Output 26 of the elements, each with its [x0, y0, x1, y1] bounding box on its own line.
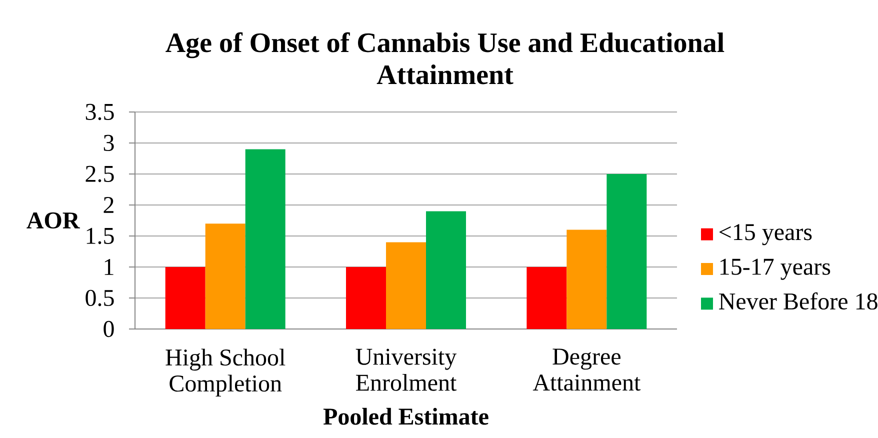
bar [205, 224, 246, 329]
y-axis-title: AOR [26, 212, 80, 229]
bar [526, 266, 567, 329]
bar [245, 149, 286, 329]
bar [386, 242, 426, 329]
x-tick-label: University Enrolment [356, 348, 457, 391]
y-tick-label: 0 [104, 320, 114, 338]
bar [426, 211, 466, 329]
y-tick-label: 3 [104, 134, 114, 152]
x-tick-label: High School Completion [166, 348, 286, 397]
y-tick-label: 1 [104, 259, 114, 275]
legend-label: Never Before 18 [719, 292, 878, 310]
x-axis-title: Pooled Estimate [323, 408, 488, 425]
bar [165, 266, 206, 329]
y-tick-label: 1.5 [86, 228, 114, 244]
legend-label: <15 years [720, 224, 812, 246]
y-tick-label: 2 [104, 197, 114, 213]
chart-title: Age of Onset of Cannabis Use and Educational Attainment [166, 32, 724, 84]
bar [566, 230, 607, 329]
y-tick-label: 3.5 [86, 104, 114, 120]
bar [606, 174, 647, 329]
legend-label: 15-17 years [720, 258, 830, 280]
x-tick-label: Degree Attainment [532, 348, 641, 391]
bar [346, 266, 386, 329]
y-tick-label: 2.5 [86, 166, 114, 182]
y-tick-label: 0.5 [86, 290, 114, 306]
